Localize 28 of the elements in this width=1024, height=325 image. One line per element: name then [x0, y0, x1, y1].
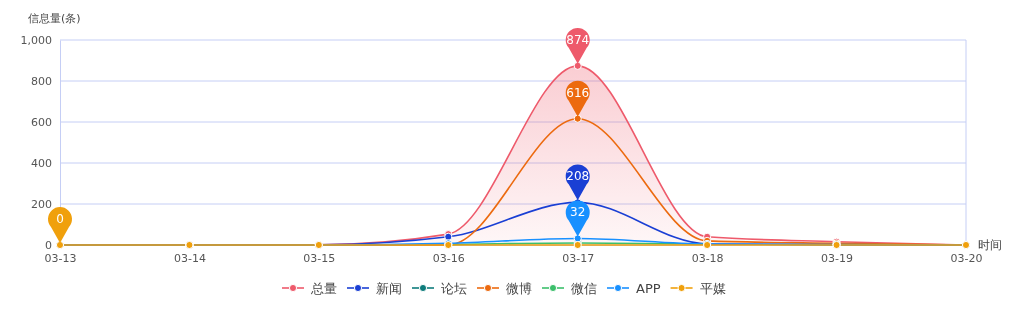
x-axis-title: 时间: [978, 238, 1002, 252]
y-tick-label: 200: [31, 198, 52, 212]
y-tick-label: 400: [31, 157, 52, 171]
x-tick-label: 03-15: [303, 251, 336, 265]
x-tick-label: 03-13: [44, 251, 77, 265]
legend-label: 总量: [310, 281, 337, 296]
legend-label: 平媒: [699, 281, 726, 296]
x-tick-label: 03-14: [173, 251, 206, 265]
legend-label: 论坛: [441, 281, 467, 296]
x-tick-label: 03-17: [562, 251, 595, 265]
data-label: 0: [56, 212, 64, 226]
y-tick-label: 600: [31, 116, 52, 130]
data-label: 32: [570, 205, 586, 220]
x-tick-label: 03-20: [950, 251, 983, 265]
legend-label: 新闻: [376, 281, 402, 296]
x-tick-label: 03-19: [821, 251, 854, 265]
x-tick-label: 03-16: [432, 251, 465, 265]
y-tick-label: 800: [31, 75, 52, 89]
legend-label: 微博: [506, 281, 532, 296]
data-label: 616: [566, 85, 590, 100]
data-label: 874: [566, 32, 590, 47]
data-label: 208: [566, 169, 590, 184]
legend-label: 微信: [571, 281, 597, 296]
legend-label: APP: [636, 281, 661, 296]
y-tick-label: 1,000: [20, 34, 52, 48]
y-axis-title: 信息量(条): [28, 12, 81, 25]
x-tick-label: 03-18: [691, 251, 724, 265]
y-tick-label: 0: [45, 239, 52, 253]
